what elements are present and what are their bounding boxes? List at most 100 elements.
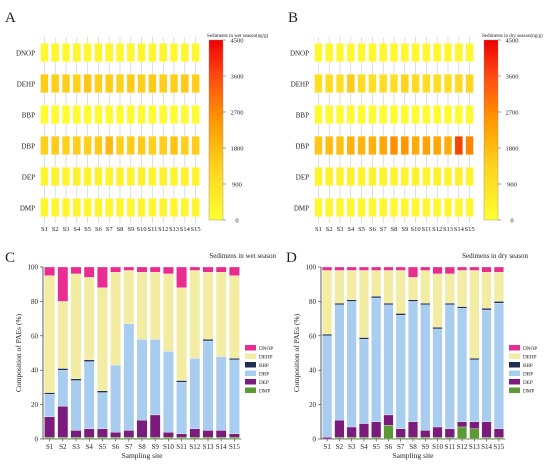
bar-segment-dbp (57, 370, 69, 407)
heatmap-cell (433, 43, 442, 62)
legend-label: DBP (523, 372, 533, 378)
bar-segment-dep (136, 419, 148, 438)
heatmap-cell (180, 198, 189, 217)
bar-segment-dnop (481, 266, 492, 273)
bar-segment-dbp (176, 382, 187, 434)
bar-segment-dmp (229, 437, 240, 440)
heatmap-cell (72, 43, 81, 62)
bar-segment-dmp (110, 437, 121, 440)
bar-segment-dnop (176, 266, 187, 288)
heatmap-cell (325, 105, 334, 124)
bar-segment-dbp (110, 364, 121, 433)
bar-segment-dep (457, 421, 468, 428)
bar-segment-dbp (44, 394, 55, 417)
bar-segment-dmp (408, 437, 418, 440)
heatmap-cell (115, 43, 125, 62)
bar-segment-bbp (97, 390, 108, 393)
heatmap-cell (94, 136, 103, 155)
bar-segment-dep (444, 428, 455, 438)
heatmap-cell (180, 136, 189, 155)
heatmap-column-label: S2 (52, 226, 59, 233)
heatmap-cell (61, 136, 71, 155)
x-tick-label: S6 (385, 443, 393, 451)
bar-segment-dbp (481, 309, 492, 422)
heatmap-cell (389, 198, 399, 217)
bar-segment-dmp (123, 437, 135, 440)
x-tick-label: S9 (151, 443, 159, 451)
heatmap-row-label: BBP (296, 112, 309, 120)
heatmap-cell (83, 167, 92, 186)
heatmap-cell (169, 136, 179, 155)
x-tick-label: S14 (216, 443, 227, 451)
heatmap-cell (40, 74, 49, 93)
bar-segment-dep (358, 423, 369, 438)
heatmap-cell (94, 74, 103, 93)
x-tick-label: S3 (348, 443, 356, 451)
heatmap-cell (465, 74, 474, 93)
heatmap-row-label: DMP (20, 205, 35, 213)
heatmap-cell (180, 74, 189, 93)
panel-label: A (5, 10, 16, 26)
y-axis-label: Composition of PAEs (%) (14, 313, 23, 392)
heatmap-cell (314, 198, 323, 217)
bar-segment-dep (469, 421, 480, 429)
heatmap-cell (325, 43, 334, 62)
bar-segment-bbp (469, 358, 480, 361)
heatmap-cell (94, 167, 103, 186)
bar-segment-dep (44, 416, 55, 438)
heatmap-column-label: S8 (391, 226, 398, 233)
heatmap-cell (137, 105, 146, 124)
x-tick-label: S13 (469, 443, 480, 451)
heatmap-cell (169, 198, 179, 217)
heatmap-cell (454, 136, 463, 155)
heatmap-cell (72, 167, 81, 186)
heatmap-cell (465, 105, 474, 124)
heatmap-cell (335, 43, 345, 62)
bar-segment-bbp (334, 302, 345, 305)
bar-segment-dep (202, 430, 214, 438)
legend-swatch-dmp (245, 387, 256, 393)
bar-segment-dmp (346, 437, 357, 440)
heatmap-cell (411, 136, 420, 155)
heatmap-row-label: DEHP (291, 81, 309, 89)
colorbar-tick-label: 2700 (231, 110, 244, 117)
heatmap-row-label: DBP (21, 143, 35, 151)
x-tick-label: S6 (112, 443, 120, 451)
x-tick-label: S1 (46, 443, 54, 451)
heatmap-cell (379, 105, 388, 124)
heatmap-cell (148, 74, 157, 93)
heatmap-column-label: S12 (158, 226, 168, 233)
heatmap-cell (191, 74, 200, 93)
heatmap-cell (51, 198, 60, 217)
heatmap-cell (83, 198, 92, 217)
heatmap-column-label: S9 (401, 226, 408, 233)
heatmap-cell (51, 136, 60, 155)
bar-segment-dbp (136, 339, 148, 421)
heatmap-cell (443, 167, 453, 186)
legend-swatch-dmp (509, 387, 520, 393)
x-tick-label: S12 (457, 443, 468, 451)
bar-segment-dehp (371, 270, 382, 297)
heatmap-cell (454, 105, 463, 124)
heatmap-cell (357, 167, 366, 186)
heatmap-cell (422, 43, 431, 62)
bar-segment-bbp (346, 299, 357, 302)
y-tick-label: 80 (31, 298, 39, 306)
bar-segment-dbp (371, 297, 382, 422)
heatmap-cell (346, 198, 355, 217)
bar-segment-dbp (202, 340, 214, 431)
heatmap-column-label: S11 (421, 226, 431, 233)
bar-segment-bbp (322, 333, 333, 336)
bar-segment-dehp (444, 273, 455, 304)
bar-segment-dehp (457, 270, 468, 307)
bar-segment-dmp (163, 437, 174, 440)
heatmap-cell (61, 74, 71, 93)
bar-segment-dehp (44, 275, 55, 393)
heatmap-cell (137, 74, 146, 93)
x-tick-label: S8 (138, 443, 146, 451)
heatmap-column-label: S1 (41, 226, 48, 233)
heatmap-cell (443, 43, 453, 62)
colorbar-tick-label: 1800 (506, 146, 519, 153)
bar-segment-dehp (189, 270, 201, 359)
